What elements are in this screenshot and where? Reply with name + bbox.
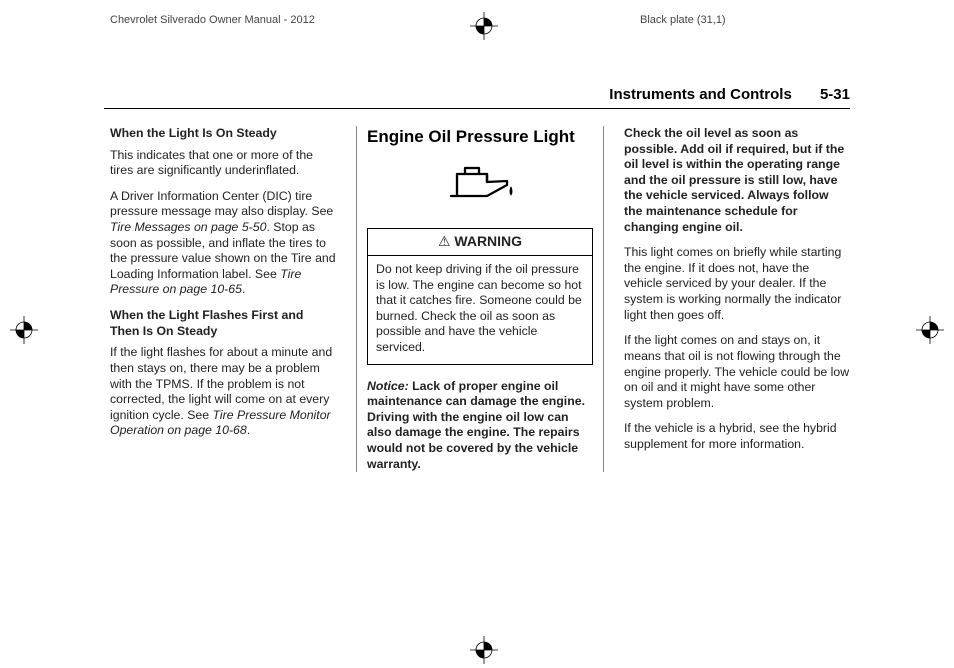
warning-title: WARNING [454, 233, 522, 249]
section-title: Instruments and Controls [609, 86, 792, 103]
content-columns: When the Light Is On Steady This indicat… [110, 126, 850, 472]
col3-para-2: This light comes on briefly while starti… [624, 245, 850, 323]
crop-mark-bottom [470, 636, 498, 664]
column-3: Check the oil level as soon as possible.… [618, 126, 850, 472]
col3-bold-para: Check the oil level as soon as possible.… [624, 126, 850, 235]
xref: Tire Messages on page 5-50 [110, 220, 266, 234]
column-2: Engine Oil Pressure Light [356, 126, 604, 472]
manual-title: Chevrolet Silverado Owner Manual - 2012 [110, 14, 315, 26]
notice-label: Notice: [367, 379, 409, 393]
crop-mark-left [10, 316, 38, 344]
engine-oil-heading: Engine Oil Pressure Light [367, 126, 593, 148]
oil-can-icon [367, 162, 593, 211]
page-number: 5-31 [820, 86, 850, 103]
warning-body: Do not keep driving if the oil pressure … [368, 256, 592, 364]
warning-triangle-icon: ⚠ [438, 233, 451, 249]
crop-mark-top [470, 12, 498, 40]
text: . [247, 423, 250, 437]
notice-block: Notice: Lack of proper engine oil mainte… [367, 379, 593, 473]
text: A Driver Information Center (DIC) tire p… [110, 189, 333, 219]
warning-title-text: WARNING [454, 233, 522, 249]
header-rule [104, 108, 850, 109]
plate-info: Black plate (31,1) [640, 14, 726, 26]
warning-box: ⚠ WARNING Do not keep driving if the oil… [367, 228, 593, 364]
column-1: When the Light Is On Steady This indicat… [110, 126, 342, 472]
warning-title-row: ⚠ WARNING [368, 229, 592, 256]
col1-para-1: This indicates that one or more of the t… [110, 148, 336, 179]
section-header: Instruments and Controls 5-31 [609, 86, 850, 103]
col1-subhead-2: When the Light Flashes First and Then Is… [110, 308, 336, 339]
text: . [242, 282, 245, 296]
crop-mark-right [916, 316, 944, 344]
col1-para-3: If the light flashes for about a minute … [110, 345, 336, 439]
col1-subhead-1: When the Light Is On Steady [110, 126, 336, 142]
col3-para-4: If the vehicle is a hybrid, see the hybr… [624, 421, 850, 452]
col1-para-2: A Driver Information Center (DIC) tire p… [110, 189, 336, 298]
col3-para-3: If the light comes on and stays on, it m… [624, 333, 850, 411]
page: Chevrolet Silverado Owner Manual - 2012 … [0, 0, 954, 668]
